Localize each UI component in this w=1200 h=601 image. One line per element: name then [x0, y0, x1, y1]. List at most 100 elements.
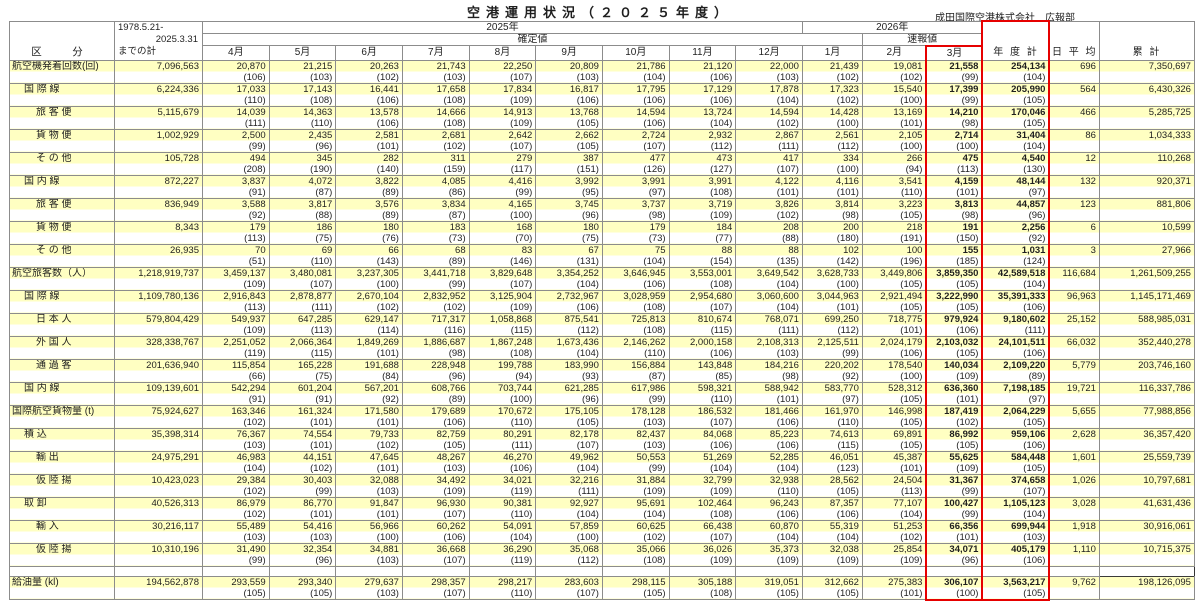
col-header-daily-average: 日 平 均 [1048, 20, 1100, 61]
table-row: 輸 出 24,975,291 46,983 (104) 44,151 (102) 47,64… [9, 450, 1195, 475]
cumulative-cell: 588,985,031 [1098, 312, 1195, 337]
table-row: 積 込 35,398,314 76,367 (103) 74,554 (101) 79,73… [9, 427, 1195, 452]
month-cell: 52,285 (104) [735, 450, 803, 475]
month-cell: 48,267 (103) [401, 450, 470, 475]
month-cell: 170,672 (110) [468, 404, 537, 429]
month-cell: 30,403 (99) [268, 473, 337, 498]
col-header-annual-total: 年 度 計 [981, 20, 1051, 61]
month-cell: 35,373 (109) [735, 542, 803, 567]
table-row: 航空旅客数（人） 1,218,919,737 3,459,137 (109) 3,480… [9, 266, 1195, 291]
daily-average-cell: 1,601 [1048, 450, 1100, 475]
month-cell: 74,613 (115) [801, 427, 863, 452]
month-cell: 3,829,648 (107) [468, 266, 537, 291]
spacer-cell [335, 565, 403, 577]
month-cell: 168 (70) [468, 220, 537, 245]
month-cell: 3,541 (110) [861, 174, 927, 199]
daily-average-cell: 132 [1048, 174, 1100, 199]
month-cell: 2,832,952 (102) [401, 289, 470, 314]
month-cell: 66,356 (101) [925, 519, 984, 544]
month-cell: 279,637 (103) [335, 575, 403, 600]
month-cell: 3,814 (98) [801, 197, 863, 222]
month-cell: 36,026 (109) [668, 542, 737, 567]
row-label: 給油量 (kl) [9, 575, 115, 600]
month-cell: 183,990 (93) [535, 358, 603, 383]
month-cell: 3,459,137 (109) [202, 266, 270, 291]
grand-total-cell: 328,338,767 [114, 335, 203, 360]
month-cell: 3,576 (89) [335, 197, 403, 222]
month-cell: 86,770 (101) [268, 496, 337, 521]
month-cell: 161,324 (101) [268, 404, 337, 429]
month-cell: 2,932 (112) [668, 128, 737, 153]
month-cell: 2,724 (107) [601, 128, 670, 153]
grand-total-cell: 75,924,627 [114, 404, 203, 429]
month-cell: 55,489 (103) [202, 519, 270, 544]
month-cell: 47,645 (101) [335, 450, 403, 475]
month-cell: 32,354 (96) [268, 542, 337, 567]
month-cell: 319,051 (105) [735, 575, 803, 600]
month-cell: 22,000 (103) [735, 59, 803, 84]
month-cell: 45,387 (101) [861, 450, 927, 475]
month-cell: 66 (143) [335, 243, 403, 268]
month-cell: 473 (127) [668, 151, 737, 176]
grand-total-cell: 1,218,919,737 [114, 266, 203, 291]
month-cell: 46,051 (123) [801, 450, 863, 475]
month-cell: 155 (185) [925, 243, 984, 268]
row-label: 輸 出 [9, 450, 115, 475]
row-label: そ の 他 [9, 151, 115, 176]
cumulative-cell: 41,631,436 [1098, 496, 1195, 521]
month-cell: 186,532 (107) [668, 404, 737, 429]
month-cell: 810,674 (115) [668, 312, 737, 337]
month-cell: 171,580 (101) [335, 404, 403, 429]
cumulative-cell: 1,145,171,469 [1098, 289, 1195, 314]
annual-total-cell: 48,144 (97) [981, 174, 1051, 199]
month-cell: 85,223 (106) [735, 427, 803, 452]
annual-total-cell: 4,540 (130) [981, 151, 1051, 176]
row-label: 旅 客 便 [9, 105, 115, 130]
month-cell: 17,033 (110) [202, 82, 270, 107]
month-cell: 69 (110) [268, 243, 337, 268]
spacer-cell [801, 565, 863, 577]
month-cell: 528,312 (105) [861, 381, 927, 406]
table-row: 貨 物 便 1,002,929 2,500 (99) 2,435 (96) 2,581 (10… [9, 128, 1195, 153]
month-cell: 165,228 (75) [268, 358, 337, 383]
spacer-cell [1048, 565, 1100, 577]
month-cell: 218 (191) [861, 220, 927, 245]
month-cell: 32,088 (103) [335, 473, 403, 498]
grand-total-cell: 105,728 [114, 151, 203, 176]
month-cell: 3,646,945 (106) [601, 266, 670, 291]
month-cell: 95,691 (104) [601, 496, 670, 521]
month-cell: 2,108,313 (103) [735, 335, 803, 360]
month-cell: 22,250 (107) [468, 59, 537, 84]
month-cell: 2,732,967 (106) [535, 289, 603, 314]
row-label: 国 内 線 [9, 174, 115, 199]
month-cell: 3,834 (87) [401, 197, 470, 222]
annual-total-cell: 699,944 (103) [981, 519, 1051, 544]
daily-average-cell: 116,684 [1048, 266, 1100, 291]
month-cell: 2,878,877 (111) [268, 289, 337, 314]
col-header-month-march: 3月 [925, 44, 984, 61]
grand-total-cell: 109,139,601 [114, 381, 203, 406]
cumulative-cell: 5,285,725 [1098, 105, 1195, 130]
table-row: 給油量 (kl) 194,562,878 293,559 (105) 293,340 (1… [9, 575, 1195, 601]
cumulative-cell: 77,988,856 [1098, 404, 1195, 429]
annual-total-cell: 959,106 (106) [981, 427, 1051, 452]
row-label: 仮 陸 揚 [9, 473, 115, 498]
month-cell: 79,733 (102) [335, 427, 403, 452]
spacer-cell [861, 565, 927, 577]
month-cell: 475 (113) [925, 151, 984, 176]
cumulative-cell: 10,599 [1098, 220, 1195, 245]
spacer-cell [668, 565, 737, 577]
row-label: 通 過 客 [9, 358, 115, 383]
col-header-month: 8月 [468, 45, 537, 61]
month-cell: 3,237,305 (100) [335, 266, 403, 291]
month-cell: 3,223 (105) [861, 197, 927, 222]
month-cell: 542,294 (91) [202, 381, 270, 406]
month-cell: 54,091 (104) [468, 519, 537, 544]
cumulative-cell: 881,806 [1098, 197, 1195, 222]
spacer-cell [401, 565, 470, 577]
month-cell: 67 (131) [535, 243, 603, 268]
month-cell: 102,464 (108) [668, 496, 737, 521]
month-cell: 76,367 (103) [202, 427, 270, 452]
month-cell: 96,243 (106) [735, 496, 803, 521]
month-cell: 25,854 (109) [861, 542, 927, 567]
